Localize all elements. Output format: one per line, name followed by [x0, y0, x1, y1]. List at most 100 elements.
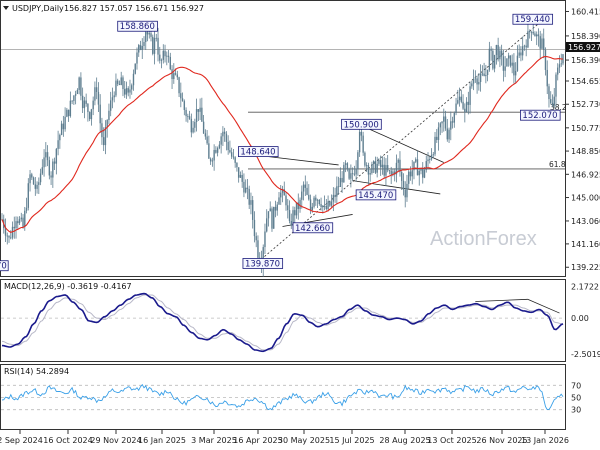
candle-body	[337, 186, 340, 188]
candle-body	[309, 199, 312, 211]
candle-body	[225, 133, 228, 142]
macd-trendline	[475, 298, 528, 302]
candle-body	[48, 160, 51, 176]
wedge-upper-line	[362, 125, 444, 163]
candle-body	[213, 149, 215, 161]
candle-body	[532, 31, 534, 34]
candle-body	[255, 236, 257, 241]
candle-body	[364, 152, 366, 166]
candle-body	[164, 50, 166, 57]
fib-label: 61.8	[549, 160, 566, 169]
candle-body	[41, 167, 44, 174]
moving-average-line	[1, 55, 563, 234]
candle-body	[155, 37, 157, 39]
candle-body	[197, 109, 200, 112]
candle-body	[208, 143, 210, 159]
candle-body	[236, 162, 238, 168]
candle-body	[287, 205, 289, 211]
candle-body	[264, 231, 266, 248]
candle-body	[462, 101, 464, 109]
candle-body	[516, 55, 519, 71]
candle-body	[316, 199, 319, 201]
rsi-axis: 70 50 30	[1, 381, 581, 415]
macd-panel-frame	[0, 279, 566, 362]
candle-body	[346, 163, 349, 170]
price-tick-label: 146.925	[571, 170, 600, 179]
rsi-tick-label: 70	[571, 381, 581, 390]
candle-body	[101, 123, 103, 138]
candle-body	[171, 69, 173, 80]
price-tick-label: 148.850	[571, 147, 600, 156]
candle-body	[315, 197, 317, 201]
level-label: 159.440	[515, 15, 550, 25]
candle-body	[408, 171, 410, 184]
candle-body	[106, 119, 108, 128]
candle-body	[92, 100, 94, 110]
candle-body	[31, 174, 33, 178]
candle-body	[185, 109, 187, 117]
candle-body	[102, 137, 105, 146]
candle-body	[108, 110, 110, 120]
candle-body	[195, 109, 198, 123]
candle-body	[464, 108, 466, 113]
candle-body	[173, 73, 175, 80]
candle-body	[479, 73, 482, 82]
candle-body	[413, 161, 415, 171]
dropdown-triangle-icon[interactable]	[3, 6, 9, 10]
candle-body	[141, 46, 143, 50]
candle-body	[17, 221, 19, 224]
level-label: 158.860	[120, 22, 155, 32]
candle-body	[402, 180, 405, 190]
macd-signal-line	[1, 294, 564, 351]
candle-body	[237, 167, 240, 178]
candle-body	[188, 116, 191, 119]
candle-body	[69, 100, 72, 117]
candle-body	[62, 123, 65, 130]
candle-body	[181, 98, 184, 102]
candle-body	[145, 32, 147, 43]
candle-body	[76, 89, 79, 95]
candle-body	[458, 96, 461, 101]
candle-body	[520, 52, 522, 56]
candle-body	[557, 67, 559, 75]
candle-body	[365, 165, 368, 167]
candle-body	[24, 210, 26, 228]
candle-body	[430, 154, 433, 160]
candle-body	[113, 95, 115, 98]
candle-body	[115, 80, 117, 96]
candle-body	[280, 192, 282, 198]
candle-body	[358, 131, 361, 153]
time-tick-label: 16 Apr 2025	[233, 436, 282, 445]
candle-body	[118, 83, 121, 85]
candle-body	[381, 164, 384, 168]
candle-body	[451, 121, 454, 123]
candle-body	[478, 81, 480, 85]
candle-body	[507, 55, 510, 59]
candle-body	[281, 189, 284, 193]
candle-body	[152, 36, 154, 54]
candle-body	[460, 96, 463, 102]
candle-body	[497, 45, 499, 60]
candle-body	[104, 127, 107, 146]
price-tick-label: 156.390	[571, 56, 600, 65]
candle-body	[22, 217, 24, 228]
last-price-label: 156.927	[568, 43, 600, 52]
candle-body	[18, 219, 21, 224]
candle-body	[404, 189, 406, 198]
candle-body	[490, 48, 492, 51]
candle-body	[34, 184, 37, 189]
candle-body	[292, 210, 294, 226]
candle-body	[246, 187, 249, 189]
candle-body	[332, 194, 335, 202]
candle-body	[427, 159, 429, 162]
macd-tick-label: 2.1722	[571, 283, 599, 292]
candle-body	[541, 38, 543, 49]
candle-body	[539, 36, 541, 49]
candle-body	[401, 172, 403, 181]
time-tick-label: 13 Jan 2026	[521, 436, 569, 445]
candle-body	[457, 100, 459, 104]
candle-body	[94, 87, 96, 101]
watermark: ActionForex	[430, 228, 537, 250]
candle-body	[448, 129, 450, 140]
candle-body	[453, 113, 456, 123]
